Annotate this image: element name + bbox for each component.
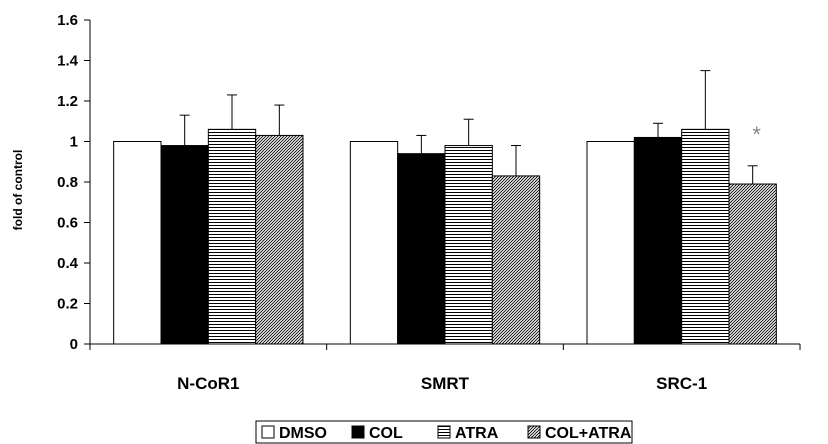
significance-marker: * — [752, 122, 761, 147]
bar — [586, 141, 635, 345]
x-category-label: N-CoR1 — [177, 374, 239, 393]
bar — [349, 141, 399, 345]
legend-swatch — [437, 425, 451, 439]
y-tick-label: 1.6 — [57, 12, 78, 29]
bar — [397, 153, 446, 345]
bar — [681, 128, 730, 345]
bar — [491, 175, 541, 345]
y-tick-label: 0.2 — [57, 296, 78, 313]
error-bars — [179, 70, 758, 185]
y-axis: 0 0.2 0.4 0.6 0.8 1 1.2 1.4 1.6 — [57, 12, 91, 353]
bar — [633, 136, 683, 345]
bar — [444, 145, 493, 345]
annotations: * — [752, 122, 761, 147]
y-tick-label: 1 — [70, 134, 78, 151]
bar — [255, 134, 304, 345]
y-tick-label: 0.8 — [57, 174, 78, 191]
legend: DMSO COL ATRA COL+ATRA — [255, 420, 633, 444]
y-axis-label: fold of control — [11, 150, 25, 231]
x-axis: N-CoR1 SMRT SRC-1 — [89, 343, 801, 393]
bar — [160, 145, 209, 345]
y-tick-label: 0 — [70, 336, 78, 353]
y-tick-label: 0.6 — [57, 215, 78, 232]
bar — [207, 128, 257, 345]
x-category-label: SRC-1 — [656, 374, 707, 393]
legend-label: DMSO — [279, 425, 327, 442]
bars — [113, 128, 777, 345]
legend-swatch — [261, 425, 275, 439]
legend-label: COL+ATRA — [545, 425, 632, 442]
y-tick-label: 1.4 — [57, 53, 79, 70]
legend-label: COL — [369, 425, 403, 442]
bar — [113, 141, 162, 345]
y-tick-label: 0.4 — [57, 255, 79, 272]
legend-swatch — [351, 425, 365, 439]
y-tick-label: 1.2 — [57, 93, 78, 110]
legend-swatch — [527, 425, 541, 439]
x-category-label: SMRT — [421, 374, 470, 393]
bar — [728, 183, 777, 345]
legend-label: ATRA — [455, 425, 499, 442]
